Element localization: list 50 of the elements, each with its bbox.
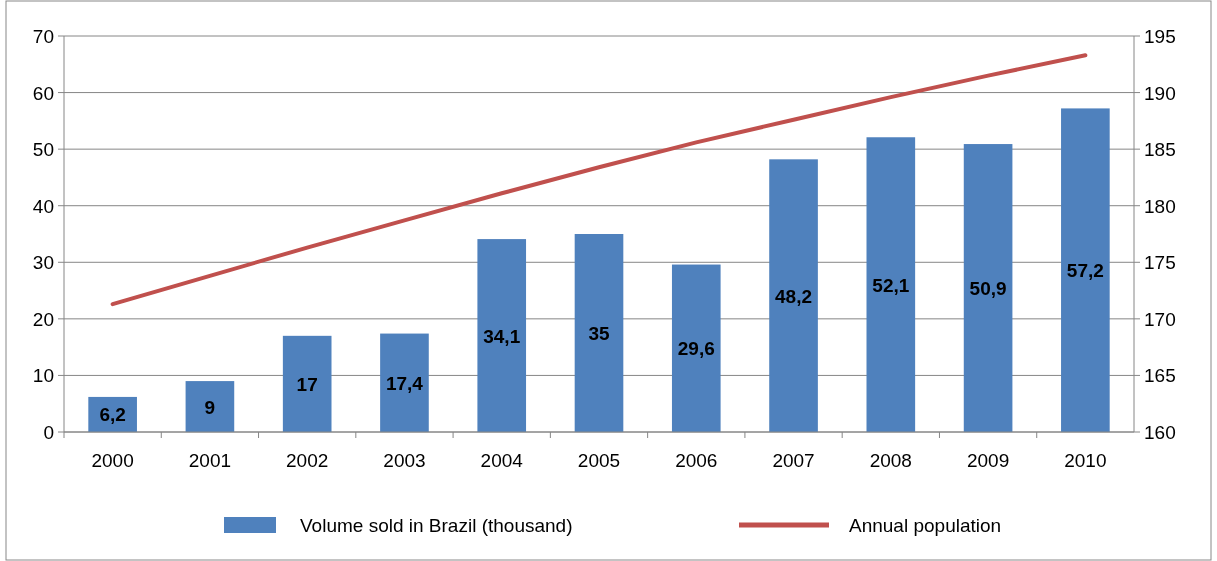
data-label: 17 [296,373,318,395]
y-tick-label: 10 [32,365,54,387]
x-tick-label: 2008 [869,450,912,471]
data-label: 48,2 [775,285,813,307]
y2-tick-label: 165 [1144,365,1176,387]
y2-tick-label: 160 [1144,422,1176,443]
data-label: 9 [204,396,216,418]
y2-tick-label: 170 [1144,308,1176,330]
data-label: 34,1 [483,325,521,347]
y-tick-label: 0 [43,422,54,443]
y-tick-label: 60 [32,82,54,104]
bar [574,234,624,432]
bar [963,144,1013,432]
y-tick-label: 30 [32,252,54,274]
y2-tick-label: 180 [1144,195,1176,217]
x-tick-label: 2007 [772,450,815,471]
x-tick-label: 2001 [188,450,232,471]
bar [866,137,916,432]
y-tick-label: 40 [32,195,54,217]
y2-tick-label: 175 [1144,252,1176,274]
data-label: 52,1 [872,274,910,296]
y2-tick-label: 190 [1144,82,1176,104]
y2-tick-label: 185 [1144,139,1176,161]
bar [185,381,235,432]
bar [769,159,818,432]
data-label: 57,2 [1066,260,1104,282]
legend-label: Annual population [849,515,1002,536]
data-label: 6,2 [99,404,126,426]
bar [380,333,429,432]
x-tick-label: 2002 [286,450,329,471]
x-tick-label: 2000 [91,450,134,471]
legend-label: Volume sold in Brazil (thousand) [300,515,573,536]
y-tick-label: 20 [32,308,54,330]
data-label: 17,4 [385,372,424,394]
x-tick-label: 2003 [383,450,426,471]
y2-tick-label: 195 [1144,26,1176,47]
x-tick-label: 2005 [577,450,621,471]
y-tick-label: 50 [32,139,54,161]
data-label: 50,9 [969,278,1007,300]
x-tick-label: 2009 [966,450,1010,471]
y-tick-label: 70 [32,26,54,47]
data-label: 29,6 [677,338,715,360]
bar [1061,108,1110,432]
bar [477,239,527,432]
x-tick-label: 2010 [1064,450,1107,471]
data-label: 35 [588,323,610,344]
x-tick-label: 2006 [675,450,718,471]
bar [671,264,721,432]
x-tick-label: 2004 [480,450,524,471]
bar [282,335,332,432]
